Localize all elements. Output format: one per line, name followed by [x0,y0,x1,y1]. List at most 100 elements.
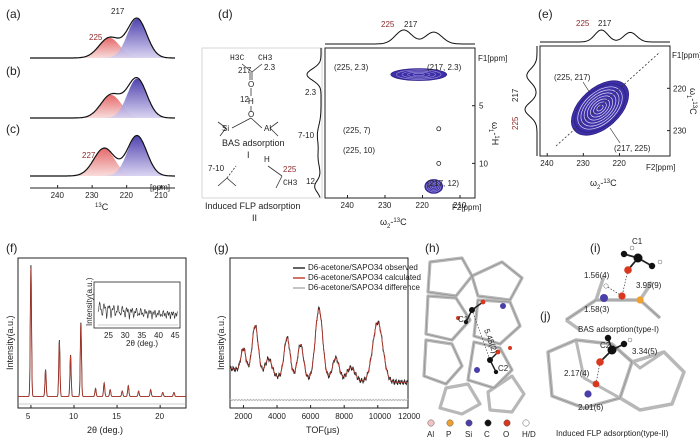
nmr-1d-spectra [30,17,176,177]
d-axis-ticks: 240 230 220 210 5 10 [341,102,489,210]
abc-tick-label-210: 210 [154,191,168,200]
g-legend-calculated: D6-acetone/SAPO34 calculated [308,273,421,282]
panel-label-a: (a) [6,7,21,21]
peak-label-a-217: 217 [111,7,125,16]
f-inset-frame [93,281,181,329]
component-c-0 [62,148,146,176]
e-top-projection [540,29,670,43]
i-c1-label: C1 [632,237,643,246]
h-framework-edges [423,257,523,389]
d-peak-4-ring-0 [424,179,444,194]
e-side-peak-225: 225 [511,116,520,130]
d-xtick-label-220: 220 [416,201,430,210]
j-dist-2: 2.17(4) [564,369,590,378]
d-y-left-2-3: 2.3 [305,88,317,97]
f-axis-ticks: 5 10 15 20 [26,405,165,421]
d-left-projection [306,48,322,198]
h-legend-label-0: Al [427,430,434,439]
bas-structure [217,63,279,137]
d-peak-4-ring-3 [429,183,438,190]
atom-ch3-b: CH3 [283,179,298,188]
e-cross-label-1: (217, 225) [614,144,651,153]
g-xtick-label-8000: 8000 [335,412,353,421]
d-left-trace [306,48,322,198]
g-plot-frame [229,257,409,409]
bas-adsorption-label: BAS adsorption [222,138,285,148]
j-dist-3: 2.01(6) [578,403,604,412]
d-y-left-12: 12 [306,177,315,186]
d-cross-label-1: (217, 2.3) [427,63,462,72]
flp-adsorption-label: Induced FLP adsorption [205,201,300,211]
e-xtick-label-230: 230 [576,159,590,168]
d-y-unit: F1[ppm] [478,54,507,63]
h-legend-dot-0 [427,419,435,427]
j-structure [546,334,686,412]
g-axis-ticks: 2000 4000 6000 8000 10000 12000 [234,405,421,421]
h-legend-label-3: C [484,430,490,439]
shift-2-3: 2.3 [264,63,276,72]
f-inset-tick-45: 45 [171,331,180,340]
e-contour-ring-5 [586,95,614,121]
i-dist-3: 1.58(3) [584,305,610,314]
f-calculated [18,267,186,397]
h-c1-label: C1 [458,315,469,324]
panel-label-f: (f) [6,241,17,255]
e-contour-ring-2 [577,86,623,130]
f-y-label: Intensity(a.u.) [5,315,15,370]
shift-217: 217 [238,66,252,75]
d-ytick-label-5: 5 [479,102,484,111]
d-cross-label-3: (225, 10) [343,146,375,155]
h-legend-dot-5 [522,419,530,427]
h-atom-legend: Al P Si C O H/D [427,419,536,439]
i-structure [564,245,663,332]
e-plot-frame [539,45,671,157]
panel-label-e: (e) [538,7,553,21]
d-top-peak-217: 217 [404,20,418,29]
j-dist-1: 3.34(5) [632,347,658,356]
d-ytick-label-10: 10 [479,159,488,168]
panel-label-h: (h) [425,241,440,255]
e-top-peak-217: 217 [598,19,612,28]
shift-225: 225 [283,165,297,174]
e-xtick-label-220: 220 [612,159,626,168]
g-observed [229,305,409,386]
f-inset-x-label: 2θ (deg.) [126,339,158,348]
d-xtick-label-230: 230 [378,201,392,210]
e-cross-pointer-1 [609,127,621,144]
e-side-peak-217: 217 [511,88,520,102]
f-xtick-label-15: 15 [112,412,121,421]
flp-roman: II [252,213,257,223]
e-cross-label-0: (225, 217) [554,73,591,82]
d-peak-0-ring-3 [407,71,431,78]
e-contour-ring-1 [574,83,626,133]
f-inset-tick-30: 30 [121,331,130,340]
g-legend-observed: D6-acetone/SAPO34 observed [308,263,418,272]
g-y-label: Intensity(a.u.) [216,315,226,370]
d-x-label: ω2-13C [380,217,407,230]
e-contour-ring-8 [596,104,604,112]
flp-structure [217,165,283,189]
d-plot-frame [324,47,476,199]
e-contour-ring-3 [580,89,620,127]
d-y-left-7-10: 7-10 [298,131,315,140]
d-x-unit: F2[ppm] [452,203,481,212]
f-inset-trace [97,301,178,320]
g-xtick-label-6000: 6000 [302,412,320,421]
panel-label-i: (i) [590,241,601,255]
g-legend-difference: D6-acetone/SAPO34 difference [308,283,420,292]
spectrum-a [30,17,175,59]
h-c2-label: C2 [498,364,509,373]
e-top-trace [540,29,670,43]
e-axis-ticks: 240 230 220 220 230 [540,84,687,168]
atom-h: H [248,97,254,106]
f-xrd-pattern [18,265,186,405]
h-legend-label-4: O [503,430,509,439]
h-legend-dot-1 [446,419,454,427]
atom-o-framework: O [248,110,254,119]
f-x-label: 2θ (deg.) [87,425,123,435]
f-inset-tick-40: 40 [154,331,163,340]
d-top-projection [325,29,475,45]
e-contour [571,80,629,136]
abc-tick-label-230: 230 [85,191,99,200]
